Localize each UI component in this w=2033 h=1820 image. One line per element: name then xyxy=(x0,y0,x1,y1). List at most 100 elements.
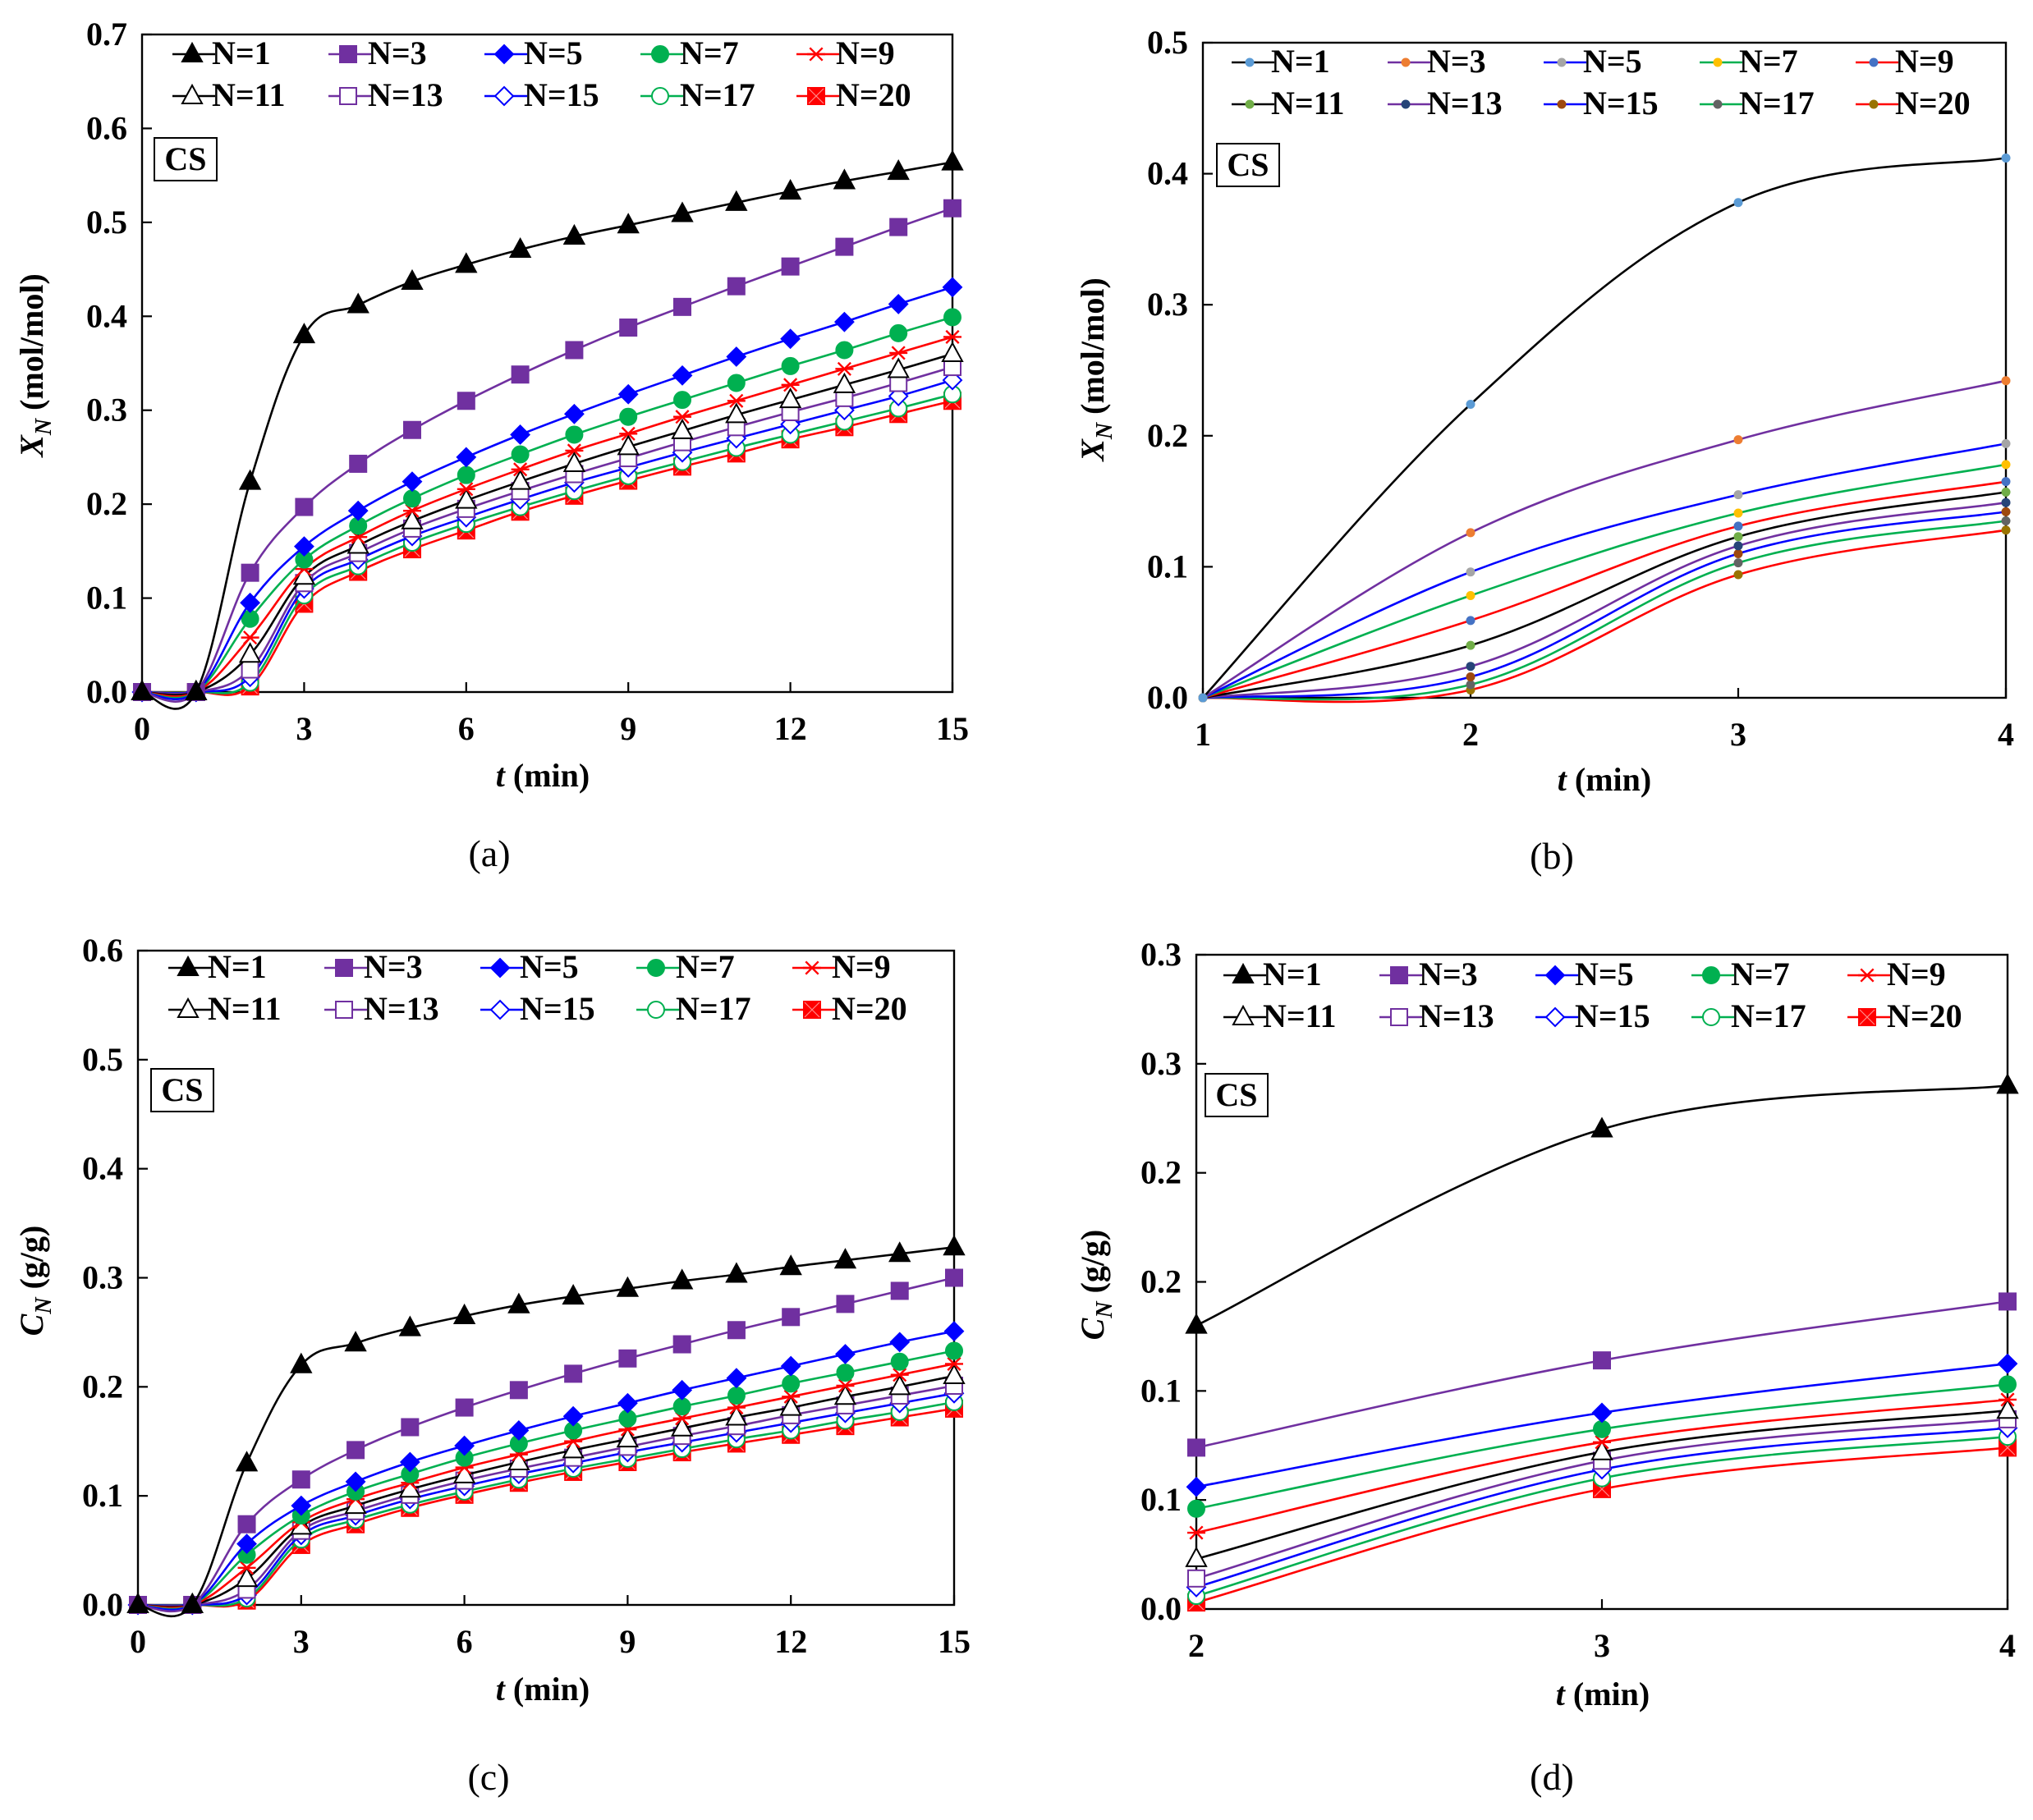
data-point xyxy=(238,469,262,490)
legend-marker xyxy=(181,41,204,62)
data-point xyxy=(673,297,691,316)
legend-label: N=3 xyxy=(1419,956,1478,993)
data-point xyxy=(727,374,746,392)
legend-marker xyxy=(1713,99,1723,109)
annotation-box xyxy=(1205,1073,1269,1117)
y-tick-label: 0.4 xyxy=(1147,155,1188,192)
data-point xyxy=(889,323,908,342)
data-point xyxy=(293,536,314,557)
legend-label: N=17 xyxy=(1739,85,1815,121)
data-point xyxy=(401,1418,420,1437)
legend: N=1 N=3 N=5 N=7 N=9 N=11 N=13 N=15 N=17 N=20 xyxy=(1232,43,1971,121)
data-point xyxy=(1466,399,1475,409)
legend-marker xyxy=(1245,57,1255,67)
data-point xyxy=(619,426,638,441)
data-point xyxy=(619,407,638,426)
legend-marker xyxy=(803,960,821,975)
data-point xyxy=(511,365,530,384)
data-point xyxy=(349,454,368,473)
data-point xyxy=(941,149,964,171)
y-tick-label: 0.1 xyxy=(1147,548,1188,585)
data-point xyxy=(345,1471,366,1492)
y-tick-label: 0.0 xyxy=(86,673,127,710)
data-point xyxy=(565,425,584,444)
series-line xyxy=(1202,480,2007,699)
series-line xyxy=(141,400,953,696)
chart-panel-d: 0.0 0.1 0.1 0.2 0.2 0.3 0.3 2 3 4 t (min) CN (g/g) (… xyxy=(1074,936,2019,1798)
x-tick-label: 3 xyxy=(296,710,312,747)
y-tick-label: 0.1 xyxy=(86,580,127,617)
data-point xyxy=(671,201,694,222)
legend-label: N=3 xyxy=(1427,43,1486,80)
legend-item: N=1 xyxy=(172,34,271,71)
data-point xyxy=(344,1331,367,1352)
data-point xyxy=(291,1495,312,1516)
data-point xyxy=(778,387,802,409)
data-point xyxy=(1999,1292,2017,1311)
legend-marker xyxy=(493,44,515,65)
data-point xyxy=(2001,460,2011,470)
legend-marker xyxy=(651,45,669,63)
y-tick-label: 0.1 xyxy=(1140,1372,1182,1409)
y-tick-label: 0.0 xyxy=(1147,679,1188,716)
series-line xyxy=(137,1401,955,1607)
y-axis-title: XN (mol/mol) xyxy=(1074,277,1117,463)
data-point xyxy=(672,1379,693,1401)
legend-item: N=20 xyxy=(1847,997,1962,1034)
data-point xyxy=(888,293,909,314)
annotation-label: CS xyxy=(1215,1076,1257,1113)
data-point xyxy=(725,1262,748,1283)
data-point xyxy=(1996,1398,2019,1419)
data-point xyxy=(236,1533,257,1555)
data-point xyxy=(1733,198,1743,208)
x-tick-label: 2 xyxy=(1188,1627,1205,1664)
data-point xyxy=(511,445,530,464)
series-line xyxy=(137,1350,955,1611)
legend-label: N=5 xyxy=(1583,43,1642,80)
legend-item: N=15 xyxy=(484,76,599,113)
data-point xyxy=(235,1451,259,1472)
legend-item: N=13 xyxy=(324,990,439,1027)
data-point xyxy=(945,1268,963,1287)
data-point xyxy=(562,1283,585,1305)
data-point xyxy=(781,378,800,392)
data-point xyxy=(403,489,421,508)
series-n-13 xyxy=(129,1377,963,1614)
data-point xyxy=(237,1561,256,1575)
legend-label: N=5 xyxy=(1575,956,1634,993)
legend-marker xyxy=(647,959,665,977)
annotation-label: CS xyxy=(1227,146,1269,183)
legend-item: N=15 xyxy=(1535,997,1650,1034)
legend-marker xyxy=(489,957,511,979)
legend-item: N=9 xyxy=(792,948,891,985)
series-line xyxy=(137,1363,955,1609)
legend-marker xyxy=(1232,1004,1255,1025)
series-n-11 xyxy=(1185,1398,2019,1567)
data-point xyxy=(727,1321,746,1340)
legend-marker xyxy=(1557,99,1567,109)
legend-marker xyxy=(1401,99,1411,109)
data-point xyxy=(1591,1402,1613,1423)
legend-item: N=3 xyxy=(328,34,427,71)
legend-marker xyxy=(1245,99,1255,109)
data-point xyxy=(1466,680,1475,690)
data-point xyxy=(2001,516,2011,526)
data-point xyxy=(457,392,475,410)
data-point xyxy=(2001,153,2011,163)
data-point xyxy=(835,237,854,256)
series-line xyxy=(141,161,953,710)
data-point xyxy=(727,277,746,296)
x-axis-title: t (min) xyxy=(496,757,590,794)
data-point xyxy=(1187,1569,1205,1588)
series-line xyxy=(141,378,953,695)
x-tick-label: 9 xyxy=(620,710,636,747)
x-tick-label: 15 xyxy=(938,1623,971,1660)
data-point xyxy=(945,1356,963,1371)
data-point xyxy=(833,168,856,190)
data-point xyxy=(781,356,800,375)
data-point xyxy=(2001,507,2011,516)
legend-item: N=15 xyxy=(480,990,595,1027)
data-point xyxy=(725,402,748,424)
data-point xyxy=(562,223,586,245)
legend-marker xyxy=(181,83,204,104)
